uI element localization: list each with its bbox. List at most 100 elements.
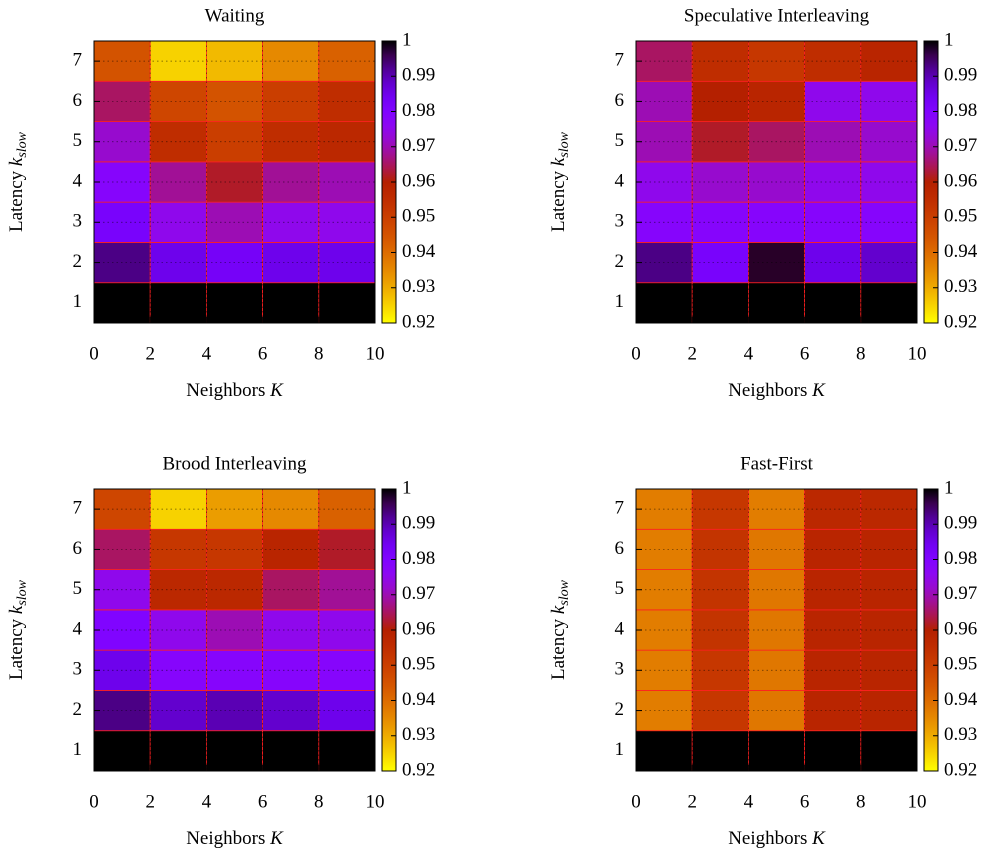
colorbar-tick-label: 0.92 xyxy=(402,311,435,332)
colorbar-tick-label: 0.95 xyxy=(402,654,435,675)
colorbar-tick-label: 0.99 xyxy=(402,65,435,86)
x-axis-label: Neighbors K xyxy=(186,380,284,401)
colorbar-tick-label: 0.93 xyxy=(402,724,435,745)
chart-title: Waiting xyxy=(205,5,265,26)
colorbar-tick-label: 0.94 xyxy=(402,689,436,710)
colorbar-tick-label: 0.93 xyxy=(944,724,977,745)
heatmap-cell xyxy=(149,569,207,611)
y-tick-label: 1 xyxy=(73,739,83,760)
colorbar-tick-label: 1 xyxy=(402,477,412,498)
y-axis-label-var: k xyxy=(548,157,569,166)
colorbar-tick-label: 0.93 xyxy=(944,276,977,297)
heatmap-cell xyxy=(149,649,207,691)
y-axis-label: Latency kslow xyxy=(6,579,30,680)
y-tick-label: 5 xyxy=(615,130,625,151)
heatmap-cell xyxy=(804,730,862,772)
y-axis-label-var: k xyxy=(6,605,27,614)
y-axis-label-var: k xyxy=(548,605,569,614)
x-tick-label: 2 xyxy=(145,791,155,812)
x-tick-label: 4 xyxy=(744,343,754,364)
x-axis-label-var: K xyxy=(811,828,826,849)
colorbar-tick-label: 0.96 xyxy=(944,170,977,191)
colorbar-tick-label: 0.94 xyxy=(402,241,436,262)
y-axis-label-sub: slow xyxy=(557,579,572,605)
y-tick-label: 7 xyxy=(73,498,83,519)
y-tick-label: 7 xyxy=(73,50,83,71)
y-tick-label: 6 xyxy=(615,538,625,559)
heatmap-cell xyxy=(262,690,320,732)
x-tick-label: 2 xyxy=(687,343,697,364)
heatmap-cell xyxy=(262,528,320,570)
heatmap-cell xyxy=(691,690,749,732)
colorbar-tick-label: 0.98 xyxy=(402,548,435,569)
heatmap-cell xyxy=(691,80,749,122)
y-tick-label: 2 xyxy=(73,251,83,272)
x-axis-label: Neighbors K xyxy=(186,828,284,849)
heatmap-cell xyxy=(262,730,320,772)
chart-title: Speculative Interleaving xyxy=(684,5,870,26)
x-tick-label: 6 xyxy=(800,791,810,812)
plot-frame xyxy=(93,488,376,772)
y-axis-label-text: Latency xyxy=(548,614,569,680)
colorbar-tick-label: 0.92 xyxy=(944,311,977,332)
heatmap-cell xyxy=(149,730,207,772)
heatmap-cell xyxy=(804,609,862,651)
x-axis-label-text: Neighbors xyxy=(186,380,270,401)
y-tick-label: 2 xyxy=(615,251,625,272)
heatmap-cell xyxy=(149,80,207,122)
y-tick-label: 1 xyxy=(615,291,625,312)
x-tick-label: 0 xyxy=(89,343,99,364)
x-axis-label-var: K xyxy=(811,380,826,401)
heatmap-cell xyxy=(262,161,320,203)
y-axis-label-var: k xyxy=(6,157,27,166)
heatmap-cell xyxy=(149,161,207,203)
heatmap-cell xyxy=(804,528,862,570)
y-axis-label: Latency kslow xyxy=(548,131,572,232)
y-axis-label-text: Latency xyxy=(6,166,27,232)
y-tick-label: 1 xyxy=(73,291,83,312)
colorbar-tick-label: 0.93 xyxy=(402,276,435,297)
colorbar-tick-label: 0.95 xyxy=(944,206,977,227)
heatmap-cell xyxy=(804,690,862,732)
y-tick-label: 4 xyxy=(615,170,625,191)
y-axis-label-sub: slow xyxy=(15,579,30,605)
heatmap-cell xyxy=(149,201,207,243)
heatmap-cell xyxy=(804,161,862,203)
colorbar-tick-label: 0.99 xyxy=(944,513,977,534)
heatmap-cell xyxy=(691,609,749,651)
colorbar-tick-label: 0.96 xyxy=(944,618,977,639)
heatmap-cell xyxy=(262,488,320,530)
heatmap-cell xyxy=(804,569,862,611)
y-tick-label: 7 xyxy=(615,498,625,519)
x-tick-label: 6 xyxy=(258,791,268,812)
x-tick-label: 2 xyxy=(687,791,697,812)
heatmap-cell xyxy=(804,201,862,243)
colorbar-tick-label: 0.99 xyxy=(944,65,977,86)
colorbar-tick-label: 0.95 xyxy=(944,654,977,675)
heatmap-cell xyxy=(149,282,207,324)
colorbar-tick-label: 0.92 xyxy=(944,759,977,780)
y-tick-label: 2 xyxy=(73,699,83,720)
heatmap-cell xyxy=(691,730,749,772)
x-tick-label: 8 xyxy=(314,791,324,812)
plot-frame xyxy=(93,40,376,324)
colorbar-tick-label: 0.97 xyxy=(944,583,977,604)
y-tick-label: 5 xyxy=(73,578,83,599)
x-tick-label: 10 xyxy=(366,343,385,364)
y-axis-label-sub: slow xyxy=(15,131,30,157)
colorbar-tick-label: 0.98 xyxy=(944,548,977,569)
y-tick-label: 6 xyxy=(73,538,83,559)
x-tick-label: 4 xyxy=(202,343,212,364)
y-axis-label: Latency kslow xyxy=(6,131,30,232)
y-tick-label: 5 xyxy=(615,578,625,599)
heatmap-cell xyxy=(804,242,862,284)
heatmap-cell xyxy=(149,242,207,284)
x-axis-label-text: Neighbors xyxy=(186,828,270,849)
x-tick-label: 4 xyxy=(744,791,754,812)
y-axis-label-text: Latency xyxy=(548,166,569,232)
heatmap-cell xyxy=(691,282,749,324)
colorbar-tick-label: 0.92 xyxy=(402,759,435,780)
heatmap-cell xyxy=(262,649,320,691)
